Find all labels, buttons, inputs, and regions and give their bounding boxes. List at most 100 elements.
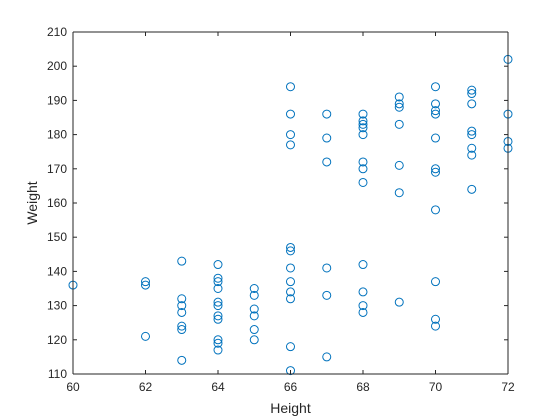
data-point <box>213 345 223 355</box>
data-point <box>286 342 295 352</box>
data-point <box>249 335 259 345</box>
data-point <box>177 294 187 304</box>
data-point <box>286 109 295 119</box>
y-tick-label: 170 <box>47 162 67 176</box>
data-point <box>431 99 440 109</box>
data-point <box>394 188 404 198</box>
data-point <box>467 126 477 136</box>
data-point <box>213 314 223 324</box>
data-point <box>213 297 223 307</box>
data-point <box>431 167 440 177</box>
data-point <box>467 99 477 109</box>
x-tick-label: 72 <box>501 380 515 394</box>
data-point <box>177 301 187 311</box>
data-point <box>286 294 295 304</box>
data-point <box>286 140 295 150</box>
data-point <box>177 321 187 331</box>
data-point <box>431 109 440 119</box>
y-tick-label: 130 <box>47 299 67 313</box>
data-point <box>394 297 404 307</box>
data-point <box>286 82 295 92</box>
data-point <box>249 311 259 321</box>
data-point <box>286 287 295 297</box>
data-point <box>249 325 259 335</box>
data-point <box>467 130 477 140</box>
data-point <box>358 164 368 174</box>
data-point <box>213 260 223 270</box>
y-tick-label: 160 <box>47 196 67 210</box>
data-point <box>322 263 332 273</box>
data-point <box>177 256 187 266</box>
y-tick-label: 190 <box>47 93 67 107</box>
data-point <box>358 307 368 317</box>
data-point <box>213 273 223 283</box>
data-point <box>394 92 404 102</box>
y-axis-label: Weight <box>24 181 40 224</box>
data-point <box>249 284 259 293</box>
x-axis-label: Height <box>270 400 311 416</box>
data-point <box>394 102 404 112</box>
data-point <box>213 311 223 321</box>
y-tick-label: 110 <box>48 367 67 381</box>
data-point <box>286 277 295 287</box>
data-point <box>358 109 368 119</box>
y-tick-label: 200 <box>47 59 67 73</box>
data-point <box>249 304 259 314</box>
data-point <box>431 133 440 143</box>
data-point <box>213 335 223 345</box>
data-point <box>394 160 404 170</box>
data-point <box>322 352 332 362</box>
data-point <box>431 321 440 331</box>
data-point <box>467 150 477 160</box>
data-point <box>286 246 295 256</box>
data-point <box>431 205 440 215</box>
y-tick-label: 120 <box>47 333 67 347</box>
data-point <box>467 184 477 194</box>
x-tick-label: 60 <box>66 380 80 394</box>
data-point <box>431 106 440 116</box>
data-point <box>322 109 332 119</box>
data-point <box>358 123 368 133</box>
data-point <box>358 287 368 297</box>
data-point <box>286 130 295 140</box>
data-point <box>431 314 440 324</box>
data-point <box>431 82 440 92</box>
y-tick-label: 180 <box>47 128 67 142</box>
data-point <box>322 133 332 143</box>
data-point <box>358 260 368 270</box>
data-point <box>141 277 150 287</box>
data-point <box>358 130 368 140</box>
data-point <box>286 263 295 273</box>
y-tick-label: 140 <box>47 264 67 278</box>
data-point <box>177 325 187 335</box>
data-point <box>394 119 404 129</box>
data-point <box>431 277 440 287</box>
data-point <box>213 277 223 287</box>
data-point <box>213 284 223 293</box>
y-tick-label: 150 <box>47 230 67 244</box>
data-point <box>358 157 368 167</box>
x-tick-label: 68 <box>356 380 370 394</box>
data-point <box>249 290 259 300</box>
data-point <box>394 99 404 109</box>
data-point <box>141 331 150 341</box>
data-point <box>358 116 368 126</box>
x-tick-label: 66 <box>284 380 298 394</box>
data-point <box>431 164 440 174</box>
data-point <box>322 290 332 300</box>
data-point <box>286 366 295 376</box>
axes: 60 62 64 66 68 70 72 110 120 130 140 150 160 170 180 19… <box>47 25 515 394</box>
plot-background <box>73 32 508 374</box>
data-point <box>322 157 332 167</box>
y-tick-label: 210 <box>47 25 67 39</box>
data-point <box>213 301 223 311</box>
data-point <box>213 338 223 348</box>
data-points <box>68 54 513 376</box>
data-point <box>358 119 368 129</box>
data-point <box>467 85 477 95</box>
data-point <box>286 242 295 252</box>
data-point <box>177 307 187 317</box>
data-point <box>358 301 368 311</box>
x-tick-label: 70 <box>429 380 443 394</box>
